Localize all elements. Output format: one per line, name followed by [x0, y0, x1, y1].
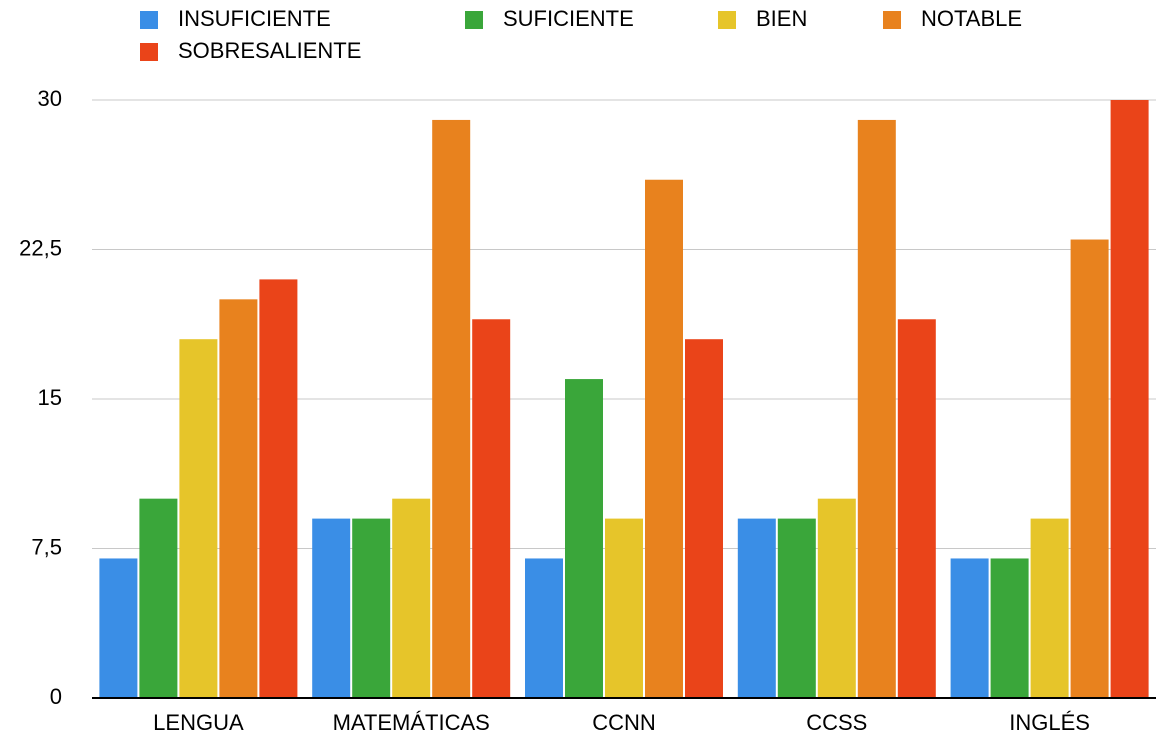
bar — [737, 518, 776, 698]
legend-swatch — [718, 11, 736, 29]
bar — [857, 119, 896, 698]
legend-swatch — [883, 11, 901, 29]
bar — [645, 179, 683, 698]
x-tick-label: MATEMÁTICAS — [333, 710, 490, 735]
bar — [392, 498, 431, 698]
bar — [990, 558, 1029, 698]
y-tick-label: 30 — [38, 86, 62, 111]
bar — [259, 279, 298, 698]
x-tick-label: LENGUA — [153, 710, 244, 735]
bar — [1030, 518, 1069, 698]
legend-swatch — [140, 11, 158, 29]
bar — [817, 498, 856, 698]
bar — [685, 339, 723, 698]
bar — [219, 299, 258, 698]
bar — [950, 558, 989, 698]
legend-label: SOBRESALIENTE — [178, 38, 361, 63]
bar — [312, 518, 351, 698]
legend-label: SUFICIENTE — [503, 6, 634, 31]
bar — [352, 518, 391, 698]
y-tick-label: 7,5 — [31, 534, 62, 559]
bar — [139, 498, 178, 698]
x-tick-label: INGLÉS — [1009, 710, 1090, 735]
legend-label: NOTABLE — [921, 6, 1022, 31]
bar — [179, 339, 218, 698]
bar — [1110, 100, 1149, 698]
bar — [565, 379, 603, 698]
bar — [99, 558, 138, 698]
legend-swatch — [465, 11, 483, 29]
bar — [525, 558, 563, 698]
legend-swatch — [140, 43, 158, 61]
y-tick-label: 15 — [38, 385, 62, 410]
x-tick-label: CCSS — [806, 710, 867, 735]
x-tick-label: CCNN — [592, 710, 656, 735]
bar — [432, 119, 471, 698]
bar — [472, 319, 511, 698]
legend-label: BIEN — [756, 6, 807, 31]
y-tick-label: 0 — [50, 684, 62, 709]
legend-label: INSUFICIENTE — [178, 6, 331, 31]
bar — [605, 518, 643, 698]
y-tick-label: 22,5 — [19, 235, 62, 260]
bar — [897, 319, 936, 698]
bar — [1070, 239, 1109, 699]
bar — [777, 518, 816, 698]
